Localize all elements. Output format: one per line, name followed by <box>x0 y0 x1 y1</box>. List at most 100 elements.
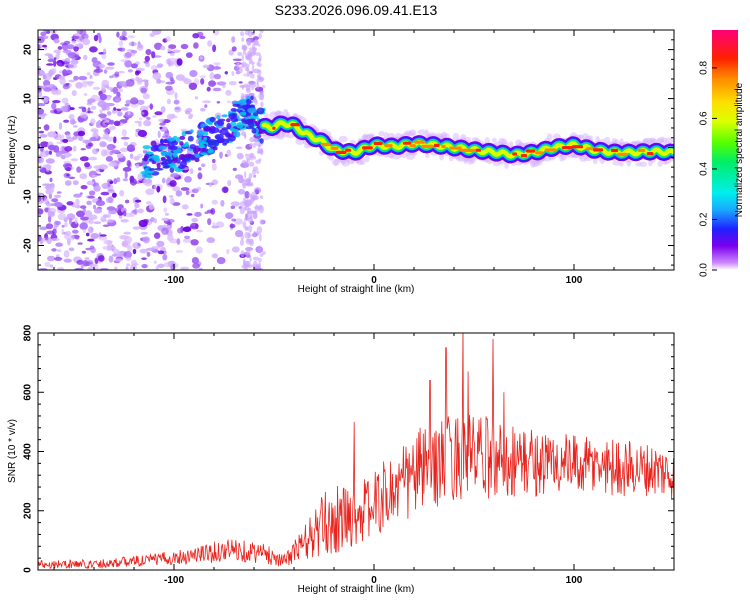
heatmap-cell <box>56 141 63 144</box>
heatmap-cell <box>185 190 190 196</box>
heatmap-cell <box>161 177 166 184</box>
heatmap-cell <box>167 234 174 242</box>
heatmap-cell <box>67 238 71 246</box>
heatmap-cell <box>221 114 228 118</box>
x-tick-label: 100 <box>566 575 583 586</box>
heatmap-cell <box>117 47 123 51</box>
heatmap-cell <box>67 52 77 59</box>
heatmap-cell <box>362 146 373 150</box>
heatmap-cell <box>40 141 50 148</box>
heatmap-cell <box>112 86 119 94</box>
heatmap-cell <box>45 164 51 173</box>
heatmap-cell <box>42 74 47 80</box>
heatmap-cell <box>453 146 462 150</box>
heatmap-cell <box>99 141 107 148</box>
heatmap-cell <box>55 242 63 247</box>
heatmap-cell <box>48 150 53 155</box>
heatmap-cell <box>123 251 132 259</box>
heatmap-cell <box>86 72 91 76</box>
heatmap-cell <box>156 240 165 248</box>
heatmap-cell <box>145 188 155 196</box>
heatmap-cell <box>256 78 259 84</box>
heatmap-cell <box>247 238 250 243</box>
heatmap-cell <box>38 70 41 75</box>
heatmap-cell <box>42 44 47 48</box>
heatmap-cell <box>197 130 204 137</box>
heatmap-cell <box>197 172 203 180</box>
heatmap-cell <box>79 222 88 230</box>
heatmap-cell <box>200 152 208 156</box>
heatmap-cell <box>73 131 81 137</box>
heatmap-cell <box>335 150 347 154</box>
heatmap-cell <box>207 149 214 154</box>
heatmap-cell <box>58 122 63 130</box>
heatmap-cell <box>535 151 544 155</box>
heatmap-cell <box>146 170 154 174</box>
heatmap-cell <box>249 115 256 119</box>
heatmap-cell <box>247 107 257 114</box>
heatmap-cell <box>172 186 181 192</box>
heatmap-cell <box>74 43 82 47</box>
heatmap-cell <box>231 246 240 253</box>
heatmap-cell <box>612 161 622 166</box>
heatmap-cell <box>202 100 212 104</box>
heatmap-cell <box>83 54 88 61</box>
heatmap-cell <box>182 238 192 243</box>
y-tick-label: 600 <box>23 383 34 400</box>
heatmap-cell <box>56 191 62 194</box>
heatmap-cell <box>249 238 255 247</box>
heatmap-cell <box>252 142 257 148</box>
heatmap-cell <box>259 30 264 34</box>
heatmap-cell <box>112 192 117 198</box>
heatmap-cell <box>46 63 54 66</box>
heatmap-cell <box>72 125 78 128</box>
heatmap-cell <box>122 167 132 172</box>
heatmap-cell <box>95 169 101 172</box>
heatmap-cell <box>330 146 339 150</box>
heatmap-cell <box>181 204 189 210</box>
heatmap-cell <box>585 147 595 151</box>
heatmap-cell <box>241 84 244 90</box>
heatmap-cell <box>259 233 262 242</box>
heatmap-cell <box>71 35 80 40</box>
heatmap-cell <box>114 258 123 262</box>
heatmap-cell <box>251 233 256 237</box>
heatmap-cell <box>217 120 225 126</box>
heatmap-cell <box>105 106 110 111</box>
heatmap-cell <box>249 73 255 79</box>
heatmap-cell <box>140 87 147 94</box>
heatmap-cell <box>245 153 250 157</box>
heatmap-cell <box>216 137 224 144</box>
heatmap-cell <box>142 93 150 100</box>
heatmap-cell <box>54 194 61 199</box>
heatmap-cell <box>662 137 668 144</box>
heatmap-cell <box>229 223 236 229</box>
heatmap-cell <box>38 103 46 107</box>
y-tick-label: 400 <box>23 443 34 460</box>
heatmap-cell <box>216 81 227 86</box>
heatmap-cell <box>72 229 79 234</box>
heatmap-cell <box>44 261 51 267</box>
heatmap-cell <box>182 226 192 233</box>
heatmap-cell <box>249 118 256 123</box>
heatmap-cell <box>212 66 222 70</box>
heatmap-cell <box>259 253 264 257</box>
heatmap-cell <box>259 219 265 225</box>
heatmap-cell <box>137 129 148 138</box>
heatmap-cell <box>58 75 65 80</box>
heatmap-cell <box>45 223 54 230</box>
heatmap-cell <box>145 62 151 68</box>
heatmap-cell <box>99 109 103 114</box>
heatmap-cell <box>124 60 132 68</box>
heatmap-cell <box>118 70 125 74</box>
heatmap-cell <box>142 145 151 150</box>
heatmap-cell <box>79 192 83 195</box>
heatmap-cell <box>384 132 389 139</box>
heatmap-cell <box>74 54 80 59</box>
heatmap-cell <box>120 235 129 240</box>
heatmap-cell <box>90 105 97 110</box>
heatmap-cell <box>228 49 234 56</box>
heatmap-cell <box>173 99 180 105</box>
heatmap-cell <box>260 93 264 100</box>
heatmap-cell <box>140 231 148 235</box>
